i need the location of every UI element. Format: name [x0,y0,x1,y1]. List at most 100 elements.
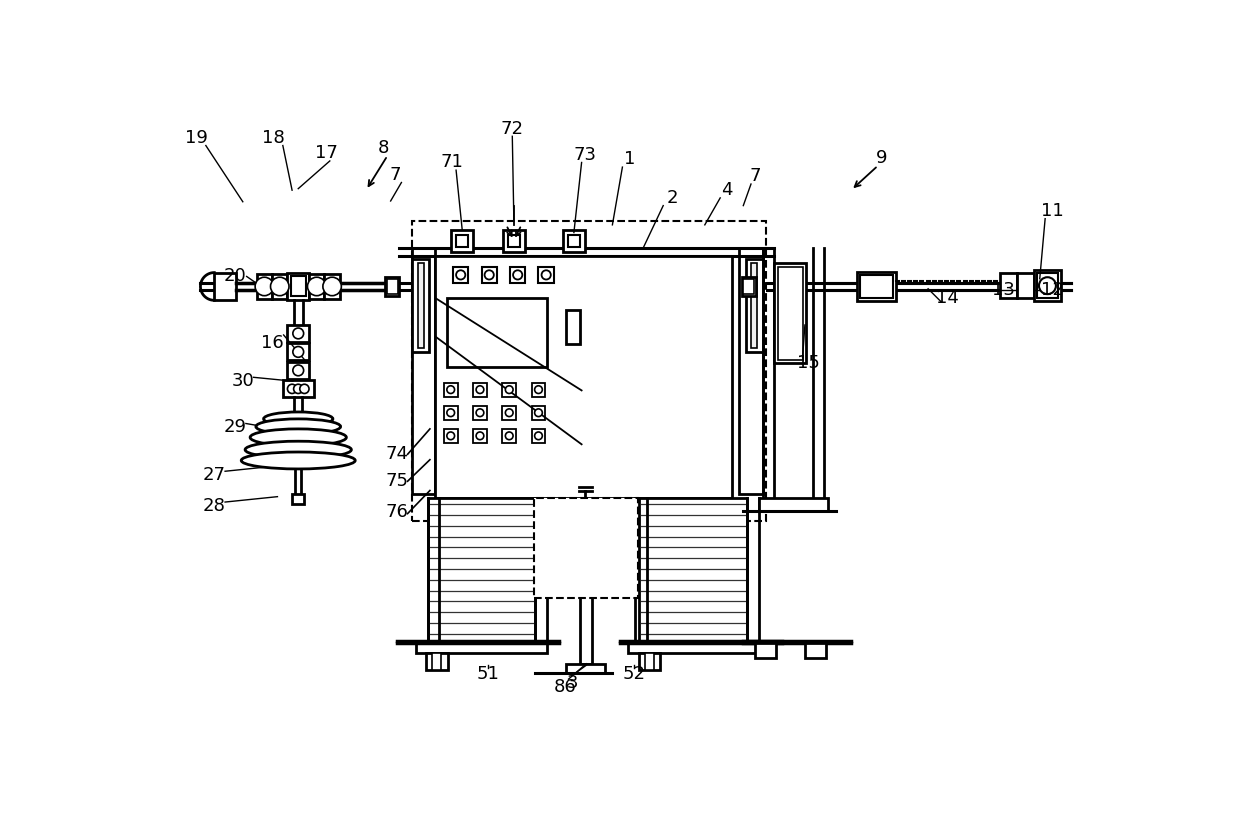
Circle shape [446,409,455,416]
Ellipse shape [246,441,351,458]
Circle shape [255,277,274,296]
Bar [325,274,340,299]
Bar [444,383,458,397]
Bar [412,221,766,522]
Text: 52: 52 [622,665,646,683]
Bar [502,406,516,420]
Text: 75: 75 [386,472,408,491]
Bar [293,494,304,504]
Text: 18: 18 [262,129,285,147]
Ellipse shape [242,452,355,469]
Bar [451,231,472,252]
Text: 27: 27 [203,466,226,484]
Bar [640,498,748,641]
Bar [288,343,309,360]
Bar [777,267,802,359]
Text: 7: 7 [389,165,401,184]
Text: 86: 86 [553,678,577,696]
Text: 19: 19 [185,129,208,147]
Text: 76: 76 [386,503,408,521]
Bar [739,248,763,495]
Text: 73: 73 [574,146,596,164]
Bar [567,663,605,673]
Bar [417,641,547,653]
Bar [288,273,309,300]
Bar [639,653,660,670]
Circle shape [293,365,304,376]
Bar [453,267,469,283]
Bar [751,263,758,348]
Ellipse shape [255,419,341,434]
Bar [386,277,399,296]
Circle shape [506,385,513,394]
Circle shape [293,346,304,357]
Circle shape [485,271,494,280]
Bar [1017,273,1034,298]
Circle shape [456,271,465,280]
Bar [283,381,314,398]
Bar [742,277,755,296]
Ellipse shape [250,429,346,446]
Bar [532,429,546,443]
Circle shape [322,277,341,296]
Bar [538,267,554,283]
Circle shape [446,432,455,439]
Circle shape [446,385,455,394]
Text: 13: 13 [992,281,1016,299]
Bar [510,267,526,283]
Circle shape [542,271,551,280]
Circle shape [300,384,309,394]
Bar [446,298,547,368]
Text: 30: 30 [232,372,254,390]
Bar [472,383,487,397]
Bar [444,406,458,420]
Ellipse shape [264,412,332,425]
Bar [272,274,288,299]
Text: 20: 20 [223,267,247,285]
Circle shape [534,432,542,439]
Text: 28: 28 [203,497,226,515]
Circle shape [293,328,304,339]
Bar [288,362,309,379]
Bar [428,498,536,641]
Text: 7: 7 [749,167,760,185]
Bar [503,231,525,252]
Circle shape [1039,277,1056,294]
Bar [257,274,272,299]
Bar [502,383,516,397]
Text: 12: 12 [1042,281,1064,299]
Text: 74: 74 [386,444,408,463]
Circle shape [534,409,542,416]
Bar [481,267,497,283]
Text: 16: 16 [260,333,284,351]
Text: 17: 17 [315,144,337,162]
Text: 15: 15 [797,355,820,372]
Bar [774,263,806,363]
Text: 11: 11 [1042,202,1064,220]
Text: 2: 2 [667,189,678,207]
Bar [288,325,309,341]
Bar [999,273,1017,298]
Circle shape [513,271,522,280]
Text: 9: 9 [877,149,888,167]
Bar [215,273,236,300]
Text: 14: 14 [936,289,959,307]
Bar [759,498,828,510]
Bar [755,643,776,659]
Text: 1: 1 [625,151,636,169]
Bar [563,231,585,252]
Bar [309,274,325,299]
Bar [502,429,516,443]
Circle shape [476,432,484,439]
Bar [805,643,826,659]
Bar [456,235,469,247]
Text: 72: 72 [501,120,523,138]
Bar [433,653,441,670]
Bar [412,259,429,352]
Circle shape [476,385,484,394]
Text: 3: 3 [567,674,578,692]
Bar [745,259,763,352]
Circle shape [270,277,289,296]
Circle shape [506,409,513,416]
Bar [435,256,732,498]
